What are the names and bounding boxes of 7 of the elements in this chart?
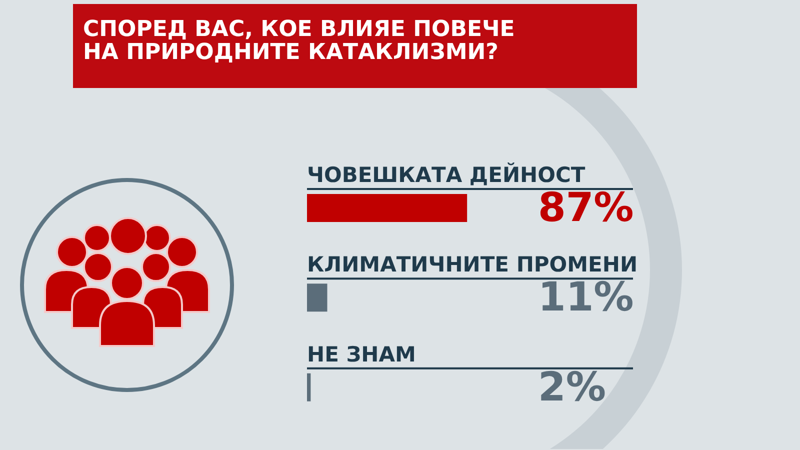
y-tick-label: КЛИМАТИЧНИТЕ ПРОМЕНИ [307, 252, 638, 277]
chart-title: СПОРЕД ВАС, КОЕ ВЛИЯЕ ПОВЕЧЕ НА ПРИРОДНИТЕ КАТАКЛИЗМИ? [83, 17, 516, 65]
data-label: 2% [538, 364, 606, 410]
y-tick-label: НЕ ЗНАМ [307, 342, 416, 366]
data-label: 11% [538, 274, 634, 321]
y-tick-label: ЧОВЕШКАТА ДЕЙНОСТ [307, 162, 586, 187]
data-label: 87% [538, 185, 634, 231]
